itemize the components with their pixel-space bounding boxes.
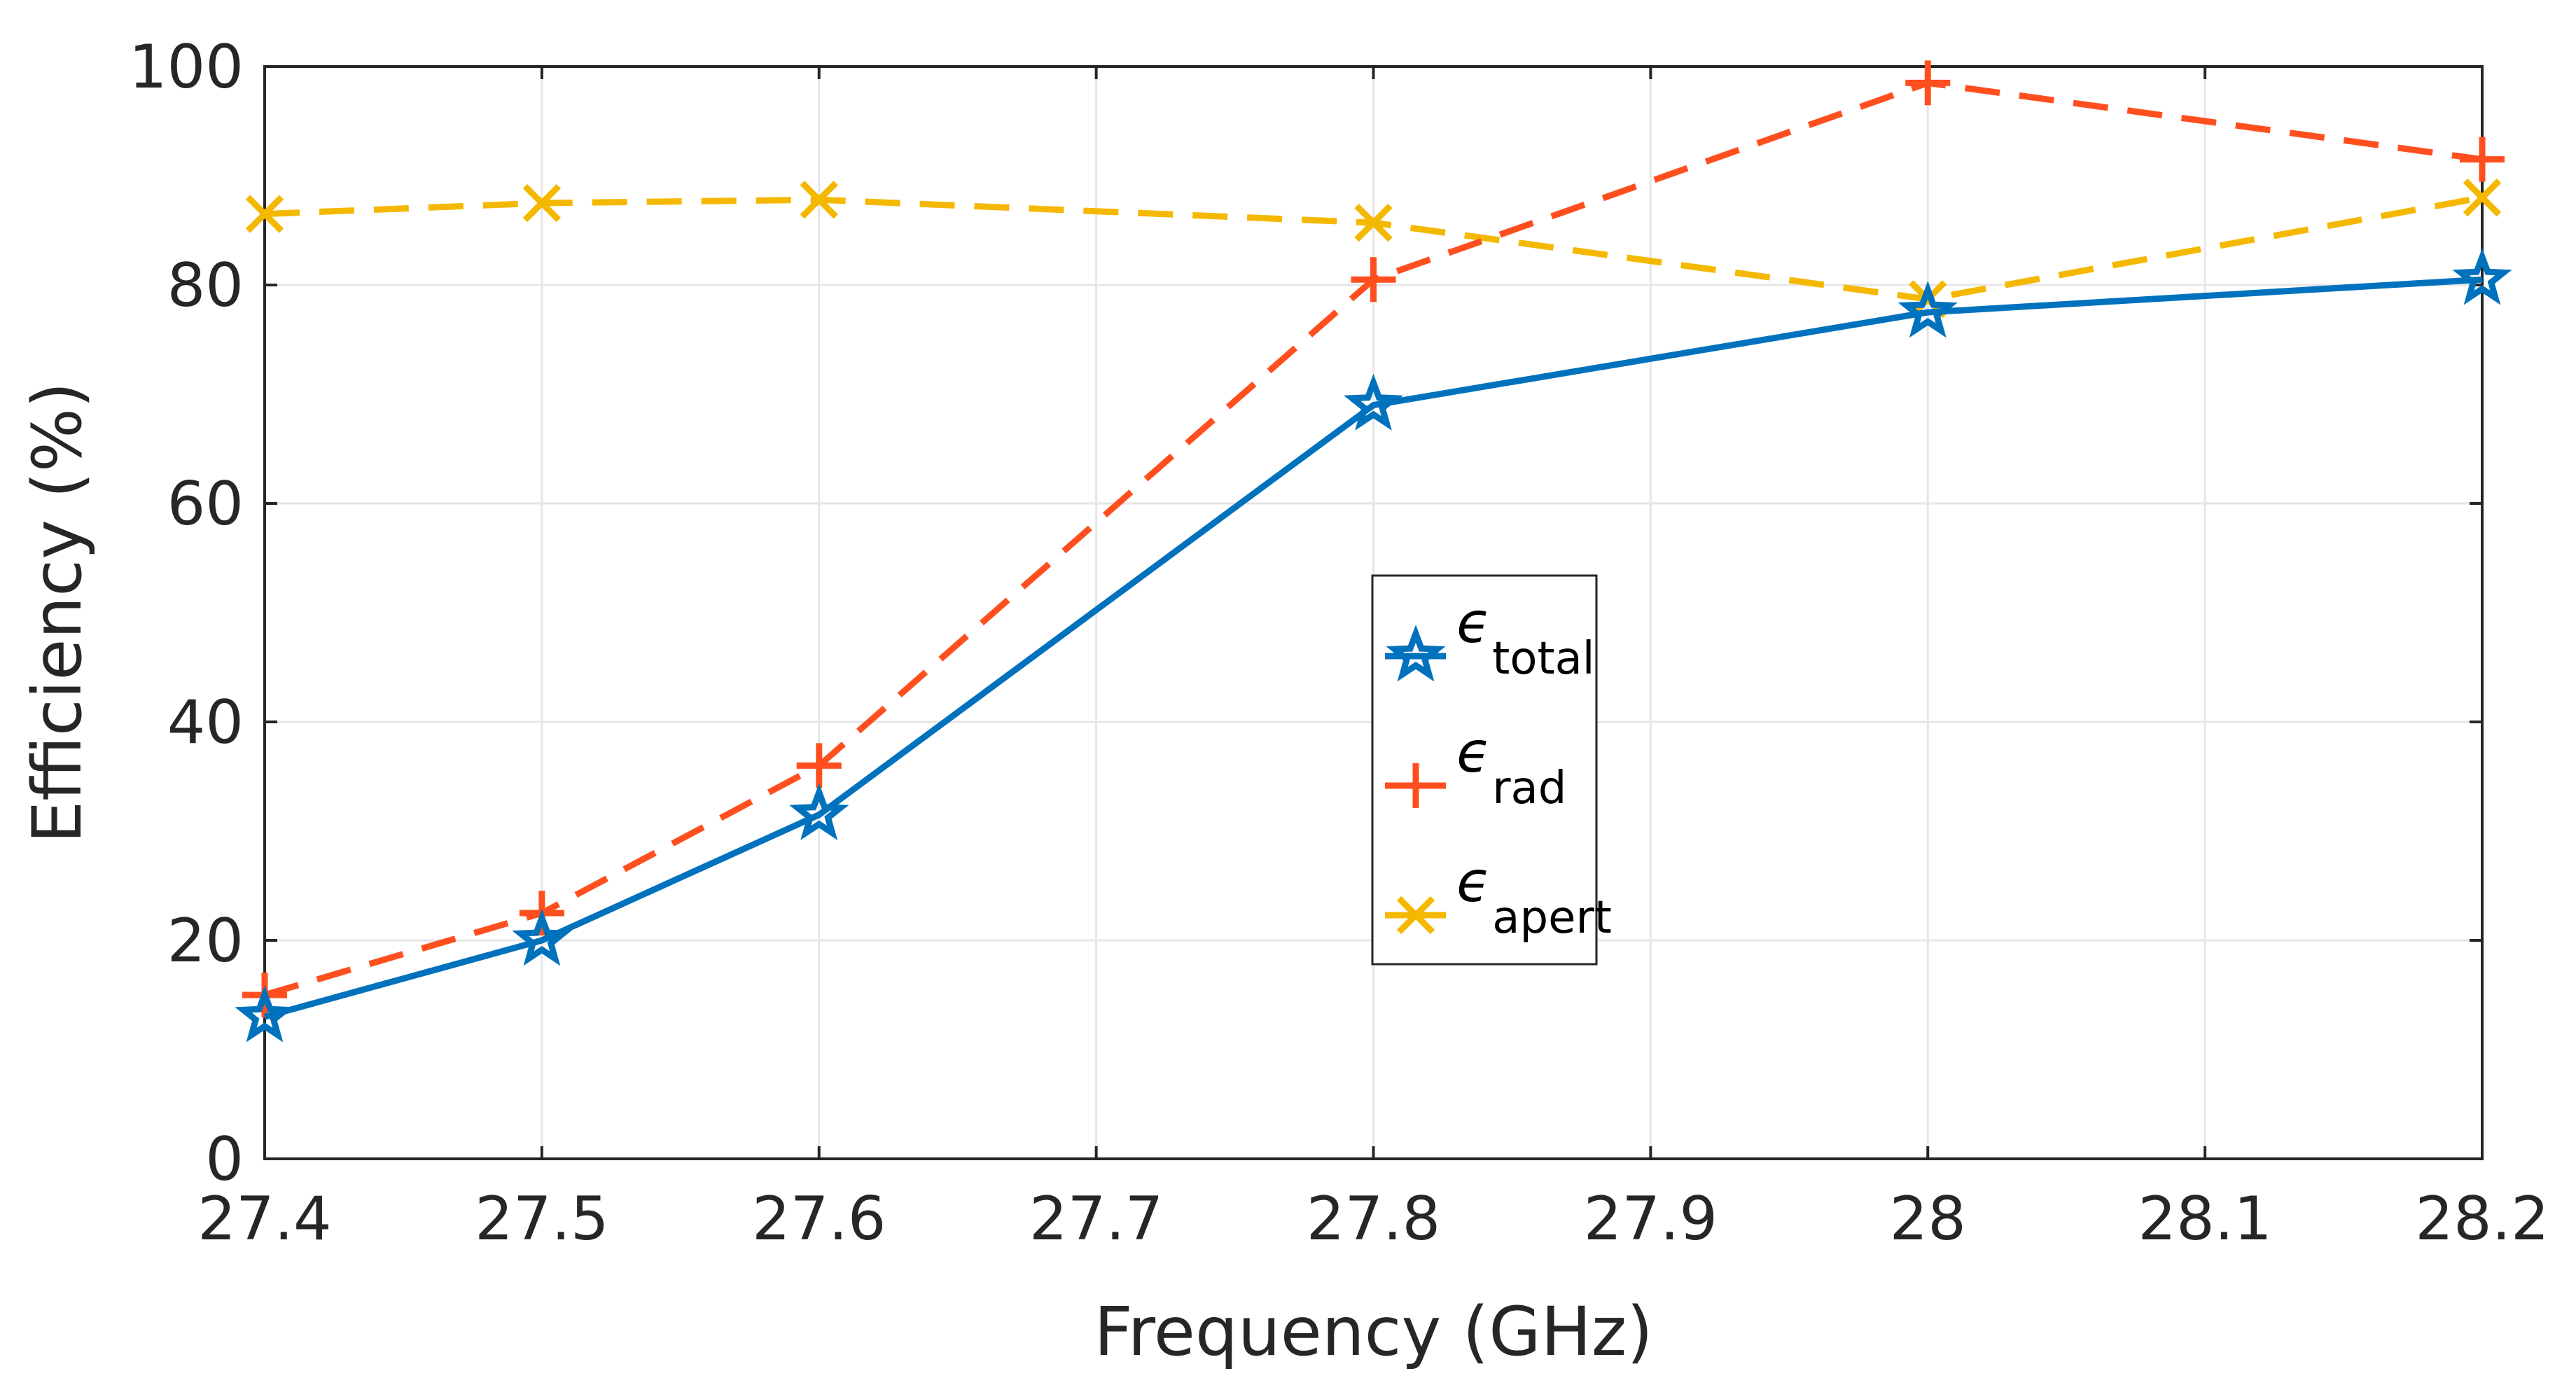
data-point-total bbox=[1898, 281, 1958, 338]
y-tick-label: 20 bbox=[167, 906, 244, 976]
legend-subscript: rad bbox=[1492, 763, 1566, 814]
legend-marker-total bbox=[1386, 625, 1446, 682]
x-tick-label: 27.7 bbox=[1029, 1184, 1163, 1254]
y-tick-label: 40 bbox=[167, 688, 244, 758]
data-point-apert bbox=[1354, 203, 1393, 242]
data-point-total bbox=[789, 783, 849, 840]
x-tick-label: 27.6 bbox=[752, 1184, 886, 1254]
series-line-rad bbox=[263, 79, 2483, 998]
legend-item-total: ϵtotal bbox=[1385, 590, 1595, 685]
legend-symbol: ϵ bbox=[1456, 590, 1491, 655]
x-tick-label: 28.2 bbox=[2415, 1184, 2549, 1254]
data-point-rad bbox=[796, 743, 842, 788]
y-axis-label: Efficiency (%) bbox=[18, 382, 97, 843]
data-point-rad bbox=[1905, 60, 1951, 106]
x-tick-label: 27.8 bbox=[1307, 1184, 1440, 1254]
tick-layer: 27.4 27.5 27.6 27.7 27.8 27.9 28 28.1 28.2 0 20 40 6… bbox=[129, 32, 2549, 1254]
x-tick-label: 28 bbox=[1890, 1184, 1966, 1254]
data-point-apert bbox=[800, 181, 838, 219]
x-tick-label: 28.1 bbox=[2138, 1184, 2271, 1254]
y-tick-label: 100 bbox=[129, 32, 244, 102]
x-tick-label: 27.4 bbox=[197, 1184, 331, 1254]
y-tick-label: 80 bbox=[167, 251, 244, 321]
data-point-total bbox=[2452, 248, 2512, 305]
legend-subscript: total bbox=[1492, 633, 1594, 685]
series-total bbox=[235, 248, 2512, 1043]
y-tick-label: 60 bbox=[167, 469, 244, 539]
series-line-apert bbox=[264, 194, 2483, 302]
data-point-rad bbox=[2460, 137, 2505, 182]
x-tick-label: 27.5 bbox=[475, 1184, 608, 1254]
series-line-total bbox=[263, 276, 2483, 1020]
legend-marker-apert bbox=[1396, 896, 1435, 935]
data-point-total bbox=[1343, 373, 1404, 431]
data-point-total bbox=[235, 985, 295, 1043]
legend-label-total: ϵtotal bbox=[1456, 590, 1595, 685]
legend-item-rad: ϵrad bbox=[1385, 720, 1566, 814]
data-point-rad bbox=[1351, 257, 1396, 302]
x-axis-label: Frequency (GHz) bbox=[1094, 1293, 1652, 1371]
legend-label-apert: ϵapert bbox=[1456, 849, 1612, 944]
data-point-apert bbox=[522, 183, 562, 223]
data-point-apert bbox=[245, 195, 284, 233]
data-point-apert bbox=[2463, 179, 2502, 217]
y-tick-label: 0 bbox=[205, 1125, 244, 1195]
legend-label-rad: ϵrad bbox=[1456, 720, 1566, 814]
legend-item-apert: ϵapert bbox=[1385, 849, 1612, 944]
series-layer bbox=[235, 60, 2512, 1043]
x-tick-label: 27.9 bbox=[1584, 1184, 1718, 1254]
legend-subscript: apert bbox=[1492, 892, 1612, 944]
legend-symbol: ϵ bbox=[1456, 720, 1491, 785]
legend-box bbox=[1371, 574, 1598, 966]
legend-marker-rad bbox=[1393, 763, 1438, 808]
legend-symbol: ϵ bbox=[1456, 849, 1491, 914]
data-point-total bbox=[512, 909, 572, 966]
